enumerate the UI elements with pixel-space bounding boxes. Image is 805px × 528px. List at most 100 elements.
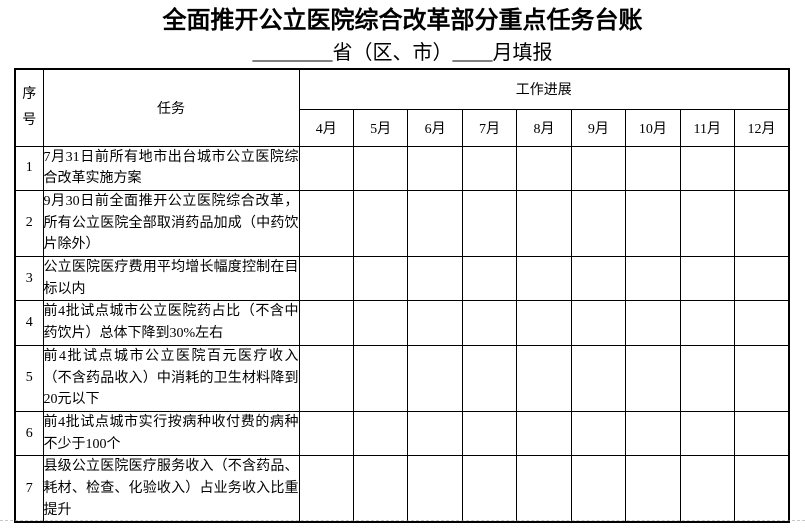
task-ledger-table: 序号 任务 工作进展 4月 5月 6月 7月 8月 9月 10月 11月 12月…: [14, 68, 790, 524]
progress-cell: [679, 455, 736, 523]
progress-cell: [570, 256, 627, 302]
progress-cell: [298, 455, 354, 523]
header-month-jun: 6月: [407, 108, 463, 147]
progress-cell: [407, 344, 463, 412]
header-month-dec: 12月: [734, 108, 790, 147]
progress-cell: [570, 344, 627, 412]
progress-cell: [516, 455, 572, 523]
progress-cell: [734, 344, 790, 412]
serial-cell: 7: [14, 455, 44, 523]
progress-cell: [679, 300, 736, 346]
progress-cell: [352, 410, 409, 457]
header-row-months: 4月 5月 6月 7月 8月 9月 10月 11月 12月: [15, 108, 790, 147]
progress-cell: [461, 344, 518, 412]
header-progress: 工作进展: [298, 68, 790, 110]
progress-cell: [516, 300, 572, 346]
header-row-top: 序号 任务 工作进展: [14, 68, 790, 147]
progress-cell: [625, 344, 681, 412]
progress-cell: [734, 410, 790, 457]
progress-cell: [734, 455, 790, 523]
header-month-apr: 4月: [298, 108, 354, 147]
serial-cell: 2: [14, 189, 44, 258]
document-subtitle: ________省（区、市）____月填报: [252, 42, 553, 64]
header-month-aug: 8月: [516, 108, 572, 147]
progress-cell: [625, 410, 681, 457]
progress-cell: [679, 256, 736, 302]
progress-cell: [298, 145, 354, 191]
progress-cell: [570, 455, 627, 523]
task-cell: 前4批试点城市公立医院药占比（不含中药饮片）总体下降到30%左右: [42, 300, 300, 346]
progress-cell: [516, 344, 572, 412]
progress-cell: [570, 300, 627, 346]
table-row: 7 县级公立医院医疗服务收入（不含药品、耗材、检查、化验收入）占业务收入比重提升: [14, 455, 790, 523]
progress-cell: [407, 189, 463, 258]
page-break-dashed-line: [0, 520, 805, 521]
progress-cell: [734, 256, 790, 302]
progress-cell: [407, 145, 463, 191]
progress-cell: [734, 300, 790, 346]
progress-cell: [734, 145, 790, 191]
progress-cell: [298, 410, 354, 457]
progress-cell: [516, 145, 572, 191]
progress-cell: [625, 300, 681, 346]
task-cell: 9月30日前全面推开公立医院综合改革，所有公立医院全部取消药品加成（中药饮片除外…: [42, 189, 300, 258]
progress-cell: [352, 455, 409, 523]
task-cell: 前4批试点城市实行按病种收付费的病种不少于100个: [42, 410, 300, 457]
progress-cell: [352, 300, 409, 346]
progress-cell: [516, 189, 572, 258]
progress-cell: [352, 256, 409, 302]
task-cell: 县级公立医院医疗服务收入（不含药品、耗材、检查、化验收入）占业务收入比重提升: [42, 455, 300, 523]
progress-cell: [625, 145, 681, 191]
progress-cell: [407, 455, 463, 523]
progress-cell: [734, 189, 790, 258]
progress-cell: [570, 145, 627, 191]
progress-cell: [352, 344, 409, 412]
progress-cell: [516, 256, 572, 302]
document-title: 全面推开公立医院综合改革部分重点任务台账: [162, 8, 643, 34]
progress-cell: [298, 189, 354, 258]
serial-cell: 3: [14, 256, 44, 302]
progress-cell: [570, 189, 627, 258]
serial-cell: 1: [14, 145, 44, 191]
table-row: 1 7月31日前所有地市出台城市公立医院综合改革实施方案: [14, 145, 790, 191]
serial-cell: 5: [14, 344, 44, 412]
progress-cell: [407, 256, 463, 302]
progress-cell: [679, 145, 736, 191]
progress-cell: [352, 145, 409, 191]
table-row: 4 前4批试点城市公立医院药占比（不含中药饮片）总体下降到30%左右: [14, 300, 790, 346]
header-month-sep: 9月: [570, 108, 627, 147]
table-row: 6 前4批试点城市实行按病种收付费的病种不少于100个: [14, 410, 790, 457]
task-cell: 公立医院医疗费用平均增长幅度控制在目标以内: [42, 256, 300, 302]
header-task: 任务: [42, 68, 300, 147]
progress-cell: [461, 455, 518, 523]
progress-cell: [352, 189, 409, 258]
table-row: 3 公立医院医疗费用平均增长幅度控制在目标以内: [14, 256, 790, 302]
progress-cell: [679, 344, 736, 412]
header-serial-no: 序号: [14, 68, 44, 147]
progress-cell: [679, 410, 736, 457]
progress-cell: [625, 256, 681, 302]
progress-cell: [298, 344, 354, 412]
header-month-jul: 7月: [461, 108, 518, 147]
progress-cell: [461, 300, 518, 346]
progress-cell: [461, 189, 518, 258]
serial-cell: 6: [14, 410, 44, 457]
progress-cell: [407, 300, 463, 346]
progress-cell: [461, 256, 518, 302]
progress-cell: [570, 410, 627, 457]
progress-cell: [407, 410, 463, 457]
progress-cell: [298, 300, 354, 346]
header-month-may: 5月: [352, 108, 409, 147]
progress-cell: [461, 145, 518, 191]
serial-cell: 4: [14, 300, 44, 346]
progress-cell: [625, 455, 681, 523]
progress-cell: [298, 256, 354, 302]
header-month-oct: 10月: [625, 108, 681, 147]
task-cell: 前4批试点城市公立医院百元医疗收入（不含药品收入）中消耗的卫生材料降到20元以下: [42, 344, 300, 412]
progress-cell: [679, 189, 736, 258]
progress-cell: [461, 410, 518, 457]
progress-cell: [516, 410, 572, 457]
task-cell: 7月31日前所有地市出台城市公立医院综合改革实施方案: [42, 145, 300, 191]
progress-cell: [625, 189, 681, 258]
